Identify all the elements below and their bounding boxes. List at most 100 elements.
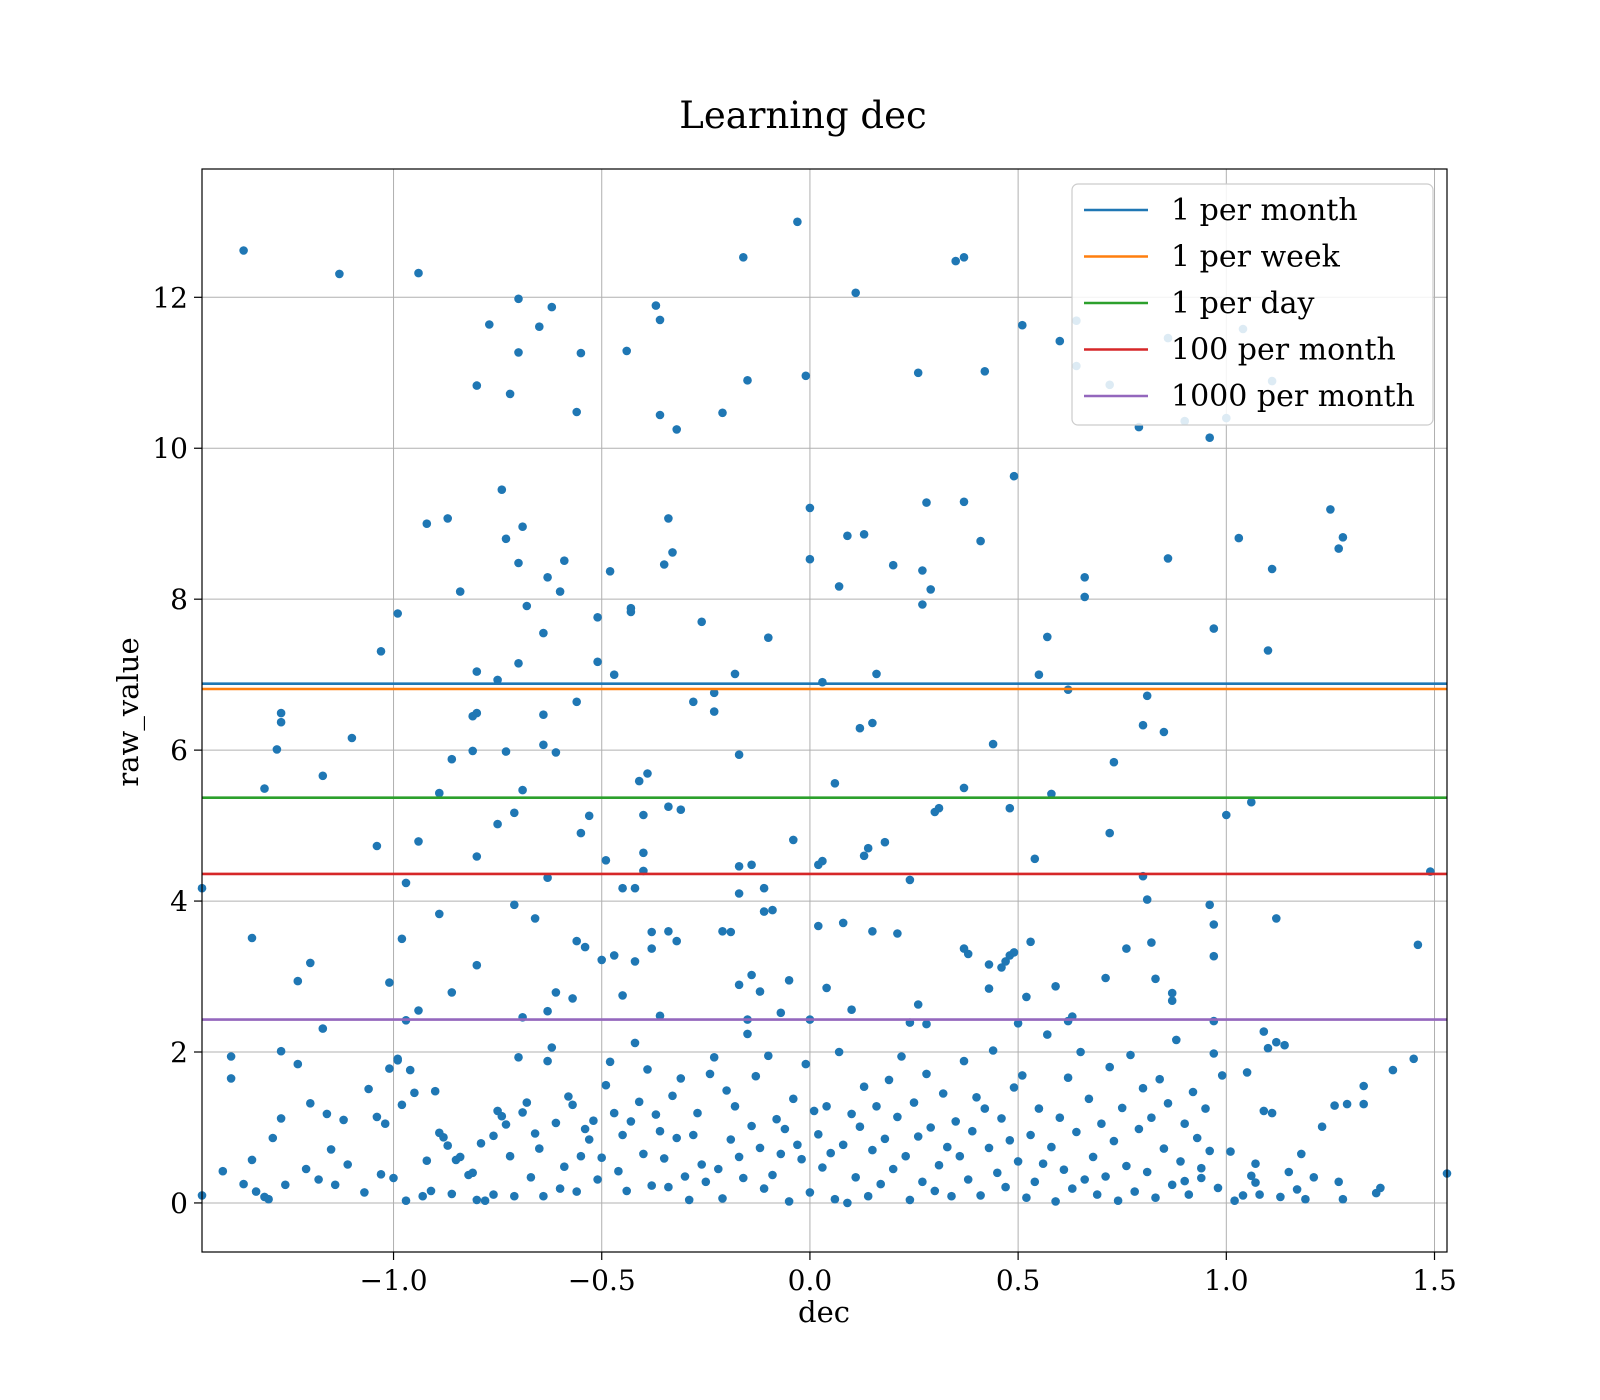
scatter-point: [909, 1098, 919, 1107]
scatter-point: [984, 984, 994, 993]
scatter-point: [805, 1188, 815, 1197]
scatter-point: [414, 837, 423, 846]
scatter-point: [468, 711, 478, 721]
scatter-point: [922, 1069, 931, 1079]
scatter-point: [1292, 1185, 1302, 1194]
scatter-point: [764, 633, 773, 642]
scatter-point: [1230, 1196, 1239, 1205]
plot-frame: [201, 168, 1448, 1253]
scatter-point: [705, 1069, 715, 1079]
scatter-point: [739, 252, 748, 262]
scatter-point: [968, 1126, 977, 1136]
scatter-point: [551, 748, 561, 757]
scatter-point: [385, 978, 394, 987]
scatter-point: [1184, 1190, 1194, 1199]
scatter-point: [264, 1194, 273, 1204]
legend-label: 1 per month: [1171, 193, 1358, 228]
scatter-point: [872, 1102, 881, 1111]
scatter-point: [560, 1162, 569, 1171]
scatter-point: [926, 1123, 935, 1132]
scatter-point: [1376, 1183, 1385, 1193]
scatter-point: [1167, 996, 1177, 1005]
scatter-point: [868, 718, 877, 728]
scatter-point: [659, 1154, 669, 1163]
scatter-point: [1105, 828, 1114, 838]
scatter-point: [1080, 592, 1089, 602]
scatter-point: [1059, 1165, 1069, 1174]
scatter-point: [1147, 1113, 1156, 1122]
scatter-point: [1217, 1071, 1227, 1080]
scatter-point: [630, 957, 640, 966]
scatter-point: [597, 1153, 606, 1162]
scatter-point: [1047, 1142, 1056, 1152]
scatter-point: [455, 1152, 465, 1162]
scatter-point: [789, 835, 798, 845]
scatter-point: [397, 1100, 407, 1110]
scatter-point: [389, 1173, 398, 1183]
scatter-point: [226, 1052, 236, 1061]
scatter-point: [605, 1057, 615, 1067]
scatter-point: [372, 841, 382, 851]
y-axis-label: raw_value: [111, 637, 146, 786]
scatter-point: [1234, 533, 1244, 543]
scatter-point: [863, 1191, 873, 1201]
scatter-point: [838, 918, 848, 928]
scatter-point: [276, 1046, 286, 1056]
x-tick-label: −1.0: [360, 1264, 428, 1297]
scatter-point: [472, 1195, 482, 1205]
scatter-point: [593, 657, 602, 667]
scatter-point: [1280, 1040, 1289, 1050]
scatter-point: [543, 1056, 552, 1066]
scatter-point: [739, 1173, 748, 1183]
scatter-point: [493, 675, 502, 685]
scatter-point: [510, 900, 519, 910]
scatter-point: [1334, 1177, 1343, 1187]
scatter-point: [751, 1071, 761, 1081]
scatter-point: [522, 1098, 532, 1107]
scatter-point: [1242, 1068, 1252, 1077]
scatter-point: [1018, 1071, 1027, 1080]
scatter-point: [1047, 789, 1056, 799]
scatter-point: [618, 991, 627, 1000]
scatter-point: [747, 970, 756, 980]
scatter-point: [276, 717, 286, 727]
scatter-point: [1413, 940, 1423, 950]
scatter-point: [580, 1124, 590, 1134]
scatter-point: [618, 1130, 627, 1140]
scatter-point: [622, 1186, 631, 1196]
scatter-point: [1188, 1087, 1198, 1097]
scatter-point: [576, 348, 586, 358]
scatter-point: [834, 1047, 844, 1057]
scatter-point: [480, 1196, 490, 1205]
scatter-point: [1101, 1172, 1110, 1181]
scatter-point: [576, 828, 586, 838]
scatter-point: [984, 960, 994, 969]
scatter-point: [501, 1120, 511, 1129]
scatter-point: [1055, 1113, 1065, 1122]
scatter-point: [614, 1166, 623, 1176]
scatter-point: [664, 802, 673, 811]
scatter-point: [884, 1075, 894, 1085]
scatter-point: [872, 669, 881, 679]
scatter-point: [630, 1038, 640, 1048]
scatter-point: [855, 723, 865, 733]
scatter-point: [239, 1179, 248, 1189]
scatter-point: [276, 708, 286, 718]
scatter-point: [518, 522, 527, 531]
legend-label: 1 per week: [1171, 240, 1341, 275]
scatter-point: [314, 1175, 323, 1184]
scatter-point: [664, 927, 673, 936]
scatter-point: [859, 851, 869, 861]
scatter-point: [1080, 1175, 1089, 1184]
scatter-point: [281, 1180, 290, 1190]
legend-item: 1000 per month: [1084, 379, 1415, 414]
scatter-point: [318, 1024, 328, 1033]
scatter-point: [709, 707, 719, 716]
scatter-point: [768, 1170, 777, 1180]
scatter-point: [997, 1114, 1006, 1123]
scatter-point: [747, 860, 756, 870]
scatter-point: [497, 485, 507, 495]
scatter-point: [568, 994, 577, 1003]
legend-item: 100 per month: [1084, 333, 1396, 368]
